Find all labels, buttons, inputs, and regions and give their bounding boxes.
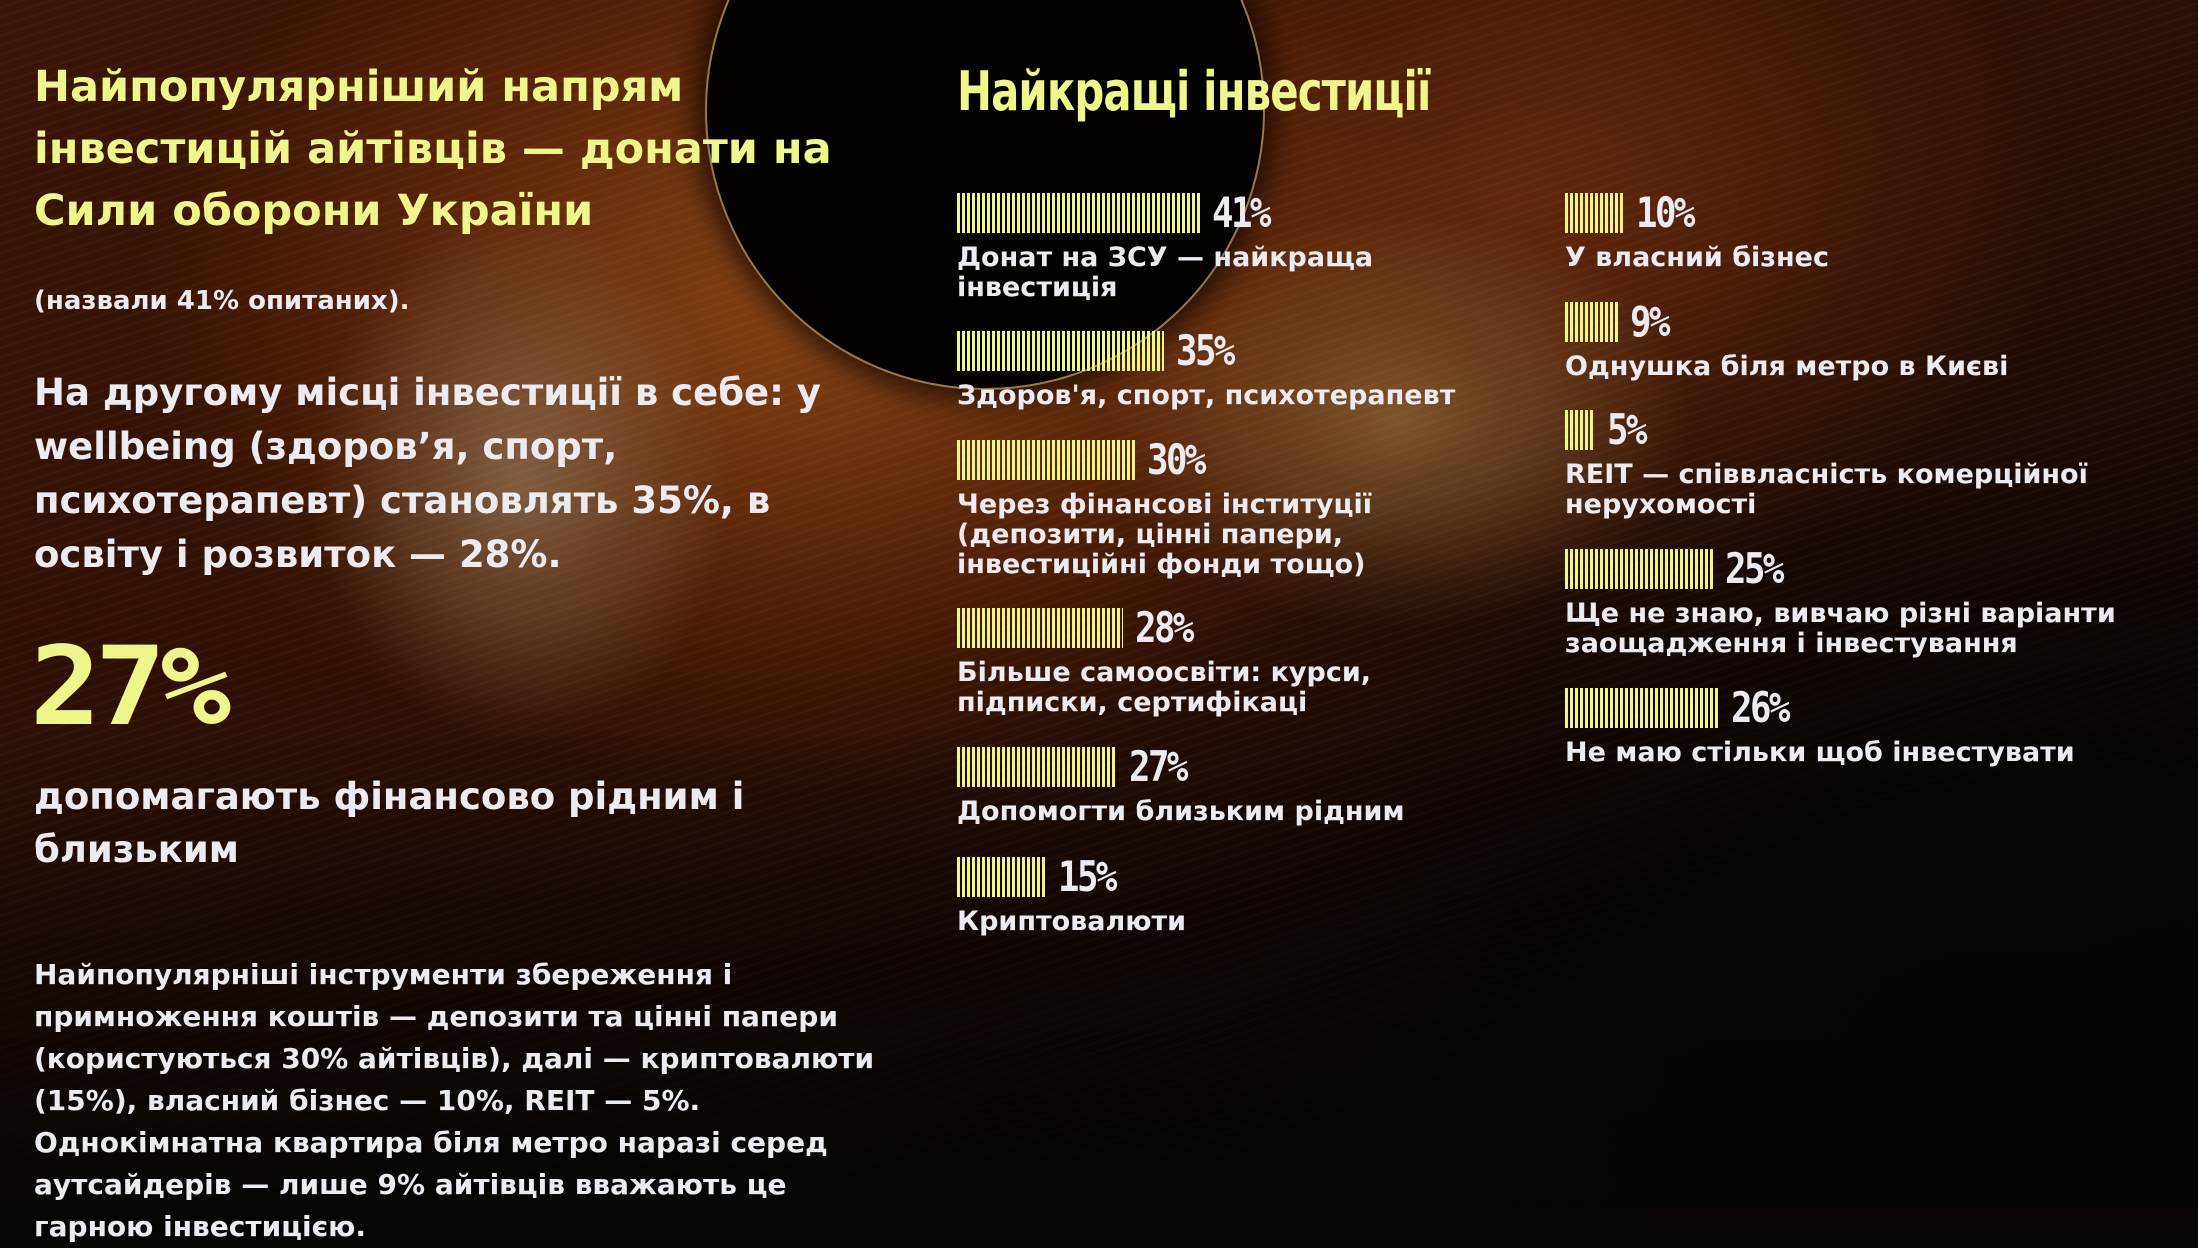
bar-item: 35% Здоров'я, спорт, психотерапевт: [957, 326, 1517, 411]
bar: [957, 747, 1117, 787]
bar-label: Більше самоосвіти: курси, підписки, серт…: [957, 657, 1372, 718]
bar-value: 9%: [1630, 297, 1670, 346]
bar-label: Ще не знаю, вивчаю різні варіанти заощад…: [1565, 598, 2116, 659]
bar-item: 10% У власний бізнес: [1565, 188, 2125, 273]
bar-label: REIT — співвласність комерційної нерухом…: [1565, 459, 2088, 520]
big-stat-number: 27%: [30, 622, 231, 750]
bar: [1565, 688, 1719, 728]
bar-item: 15% Криптовалюти: [957, 852, 1517, 937]
second-place-text: На другому місці інвестиції в себе: у we…: [34, 371, 821, 576]
bar-item: 30% Через фінансові інституції (депозити…: [957, 435, 1397, 580]
headline-note: (назвали 41% опитаних).: [34, 286, 410, 316]
bar-value: 30%: [1147, 435, 1206, 484]
summary-paragraph: Найпопулярніші інструменти збереження і …: [34, 958, 875, 1243]
bar-item: 41% Донат на ЗСУ — найкраща інвестиція: [957, 188, 1397, 303]
bar-value: 15%: [1058, 852, 1117, 901]
headline: Найпопулярніший напрям інвестицій айтівц…: [34, 62, 832, 236]
bar-item: 28% Більше самоосвіти: курси, підписки, …: [957, 603, 1517, 718]
bar-value: 26%: [1731, 683, 1790, 732]
bar: [957, 608, 1123, 648]
bar-label: Не маю стільки щоб інвестувати: [1565, 737, 2075, 768]
bar: [1565, 193, 1624, 233]
bar: [957, 440, 1135, 480]
big-stat-label: допомагають фінансово рідним і близьким: [34, 775, 745, 871]
bar-value: 27%: [1129, 742, 1188, 791]
bar-item: 27% Допомогти близьким рідним: [957, 742, 1517, 827]
bar: [957, 193, 1200, 233]
bar: [1565, 549, 1713, 589]
bar-item: 9% Однушка біля метро в Києві: [1565, 297, 2125, 382]
bar-value: 10%: [1636, 188, 1695, 237]
bar-value: 5%: [1607, 405, 1647, 454]
bar-value: 35%: [1176, 326, 1235, 375]
bar-label: Допомогти близьким рідним: [957, 796, 1405, 827]
bar-label: У власний бізнес: [1565, 242, 1829, 273]
bar-label: Однушка біля метро в Києві: [1565, 351, 2009, 382]
bar: [957, 331, 1164, 371]
bar-item: 5% REIT — співвласність комерційної неру…: [1565, 405, 2125, 520]
bar-label: Донат на ЗСУ — найкраща інвестиція: [957, 242, 1374, 303]
bar: [957, 857, 1046, 897]
bar-label: Через фінансові інституції (депозити, ці…: [957, 489, 1372, 580]
bar-item: 26% Не маю стільки щоб інвестувати: [1565, 683, 2125, 768]
bar-label: Здоров'я, спорт, психотерапевт: [957, 380, 1456, 411]
bar-value: 28%: [1135, 603, 1194, 652]
bar-label: Криптовалюти: [957, 906, 1187, 937]
bar: [1565, 410, 1595, 450]
bar: [1565, 302, 1618, 342]
bar-value: 41%: [1212, 188, 1271, 237]
bar-item: 25% Ще не знаю, вивчаю різні варіанти за…: [1565, 544, 2125, 659]
chart-title: Найкращі інвестиції: [957, 60, 1431, 123]
bar-value: 25%: [1725, 544, 1784, 593]
